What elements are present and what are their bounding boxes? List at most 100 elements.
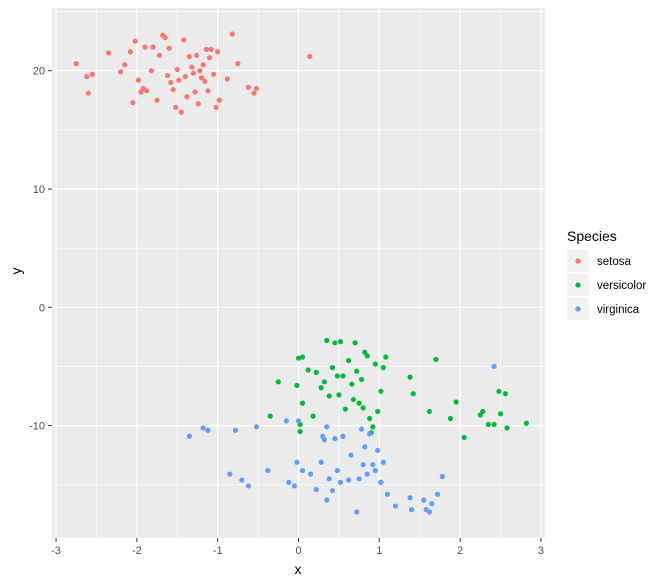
legend-symbol: [575, 258, 581, 264]
versicolor-point: [496, 388, 502, 394]
versicolor-point: [340, 373, 346, 379]
setosa-point: [205, 88, 211, 94]
versicolor-point: [461, 434, 467, 441]
setosa-point: [198, 75, 205, 81]
versicolor-point: [334, 373, 340, 379]
versicolor-point: [523, 420, 530, 426]
virginica-point: [346, 477, 352, 483]
setosa-point: [200, 62, 206, 68]
setosa-point: [142, 44, 148, 50]
setosa-point: [202, 78, 208, 84]
versicolor-point: [295, 355, 302, 361]
setosa-point: [186, 53, 192, 60]
setosa-point: [135, 77, 142, 83]
versicolor-point: [267, 413, 273, 419]
virginica-point: [426, 509, 433, 515]
versicolor-point: [326, 393, 332, 399]
versicolor-point: [336, 392, 342, 398]
virginica-point: [239, 477, 245, 483]
versicolor-point: [485, 421, 492, 428]
versicolor-point: [321, 379, 327, 385]
setosa-point: [182, 74, 188, 80]
virginica-point: [245, 483, 251, 489]
virginica-point: [367, 431, 373, 437]
virginica-point: [283, 418, 289, 424]
virginica-point: [200, 425, 206, 431]
setosa-point: [73, 61, 79, 67]
setosa-point: [194, 52, 200, 58]
virginica-point: [407, 495, 413, 501]
versicolor-point: [352, 340, 358, 346]
virginica-point: [329, 488, 336, 494]
versicolor-point: [342, 406, 348, 412]
versicolor-point: [299, 354, 306, 360]
versicolor-point: [480, 408, 486, 415]
setosa-point: [253, 85, 260, 92]
virginica-point: [362, 444, 368, 450]
setosa-point: [122, 62, 128, 68]
versicolor-point: [294, 382, 300, 388]
virginica-point: [318, 459, 324, 465]
versicolor-point: [497, 411, 504, 417]
legend-symbol: [575, 282, 581, 288]
virginica-point: [491, 363, 497, 370]
virginica-point: [232, 427, 239, 433]
virginica-point: [227, 471, 233, 477]
virginica-point: [337, 479, 344, 485]
setosa-point: [168, 79, 174, 86]
setosa-point: [203, 46, 209, 53]
setosa-point: [195, 101, 201, 107]
setosa-point: [189, 64, 195, 70]
virginica-point: [326, 476, 332, 482]
setosa-point: [224, 76, 230, 82]
x-axis-title: x: [295, 561, 302, 577]
versicolor-point: [275, 379, 281, 385]
virginica-point: [324, 424, 330, 430]
versicolor-point: [310, 413, 316, 419]
virginica-point: [324, 497, 330, 503]
y-tick-label: -10: [29, 421, 45, 433]
y-axis: -10 0 10 20: [29, 66, 52, 433]
virginica-point: [434, 491, 441, 497]
versicolor-point: [329, 365, 336, 371]
virginica-point: [295, 418, 302, 424]
virginica-point: [364, 471, 370, 477]
versicolor-point: [426, 408, 433, 415]
legend-symbol: [575, 306, 581, 312]
setosa-point: [105, 50, 112, 56]
versicolor-point: [372, 361, 378, 367]
setosa-point: [176, 77, 182, 83]
virginica-point: [334, 467, 340, 474]
legend: Species setosa versicolor virginica: [567, 228, 646, 320]
versicolor-point: [375, 408, 381, 415]
legend-label-virginica: virginica: [597, 304, 640, 316]
versicolor-point: [502, 391, 508, 397]
virginica-point: [253, 424, 260, 430]
setosa-point: [178, 109, 184, 115]
virginica-point: [294, 459, 300, 465]
setosa-point: [89, 71, 96, 77]
versicolor-point: [410, 391, 416, 397]
virginica-point: [421, 497, 427, 503]
legend-items: setosa versicolor virginica: [567, 250, 646, 320]
setosa-point: [174, 66, 180, 73]
virginica-point: [186, 433, 192, 439]
x-tick-label: 3: [538, 545, 544, 557]
versicolor-point: [364, 353, 370, 359]
versicolor-point: [324, 337, 330, 344]
legend-title: Species: [567, 228, 617, 244]
setosa-point: [197, 68, 203, 74]
setosa-point: [162, 34, 168, 41]
versicolor-point: [433, 356, 439, 362]
setosa-point: [213, 104, 219, 110]
setosa-point: [84, 74, 90, 80]
versicolor-point: [380, 365, 386, 371]
virginica-point: [205, 427, 211, 433]
virginica-point: [299, 467, 306, 474]
setosa-point: [215, 49, 221, 55]
y-tick-label: 10: [33, 184, 45, 196]
versicolor-point: [360, 405, 366, 411]
x-tick-label: 2: [457, 545, 463, 557]
setosa-point: [132, 38, 138, 44]
setosa-point: [150, 44, 156, 50]
